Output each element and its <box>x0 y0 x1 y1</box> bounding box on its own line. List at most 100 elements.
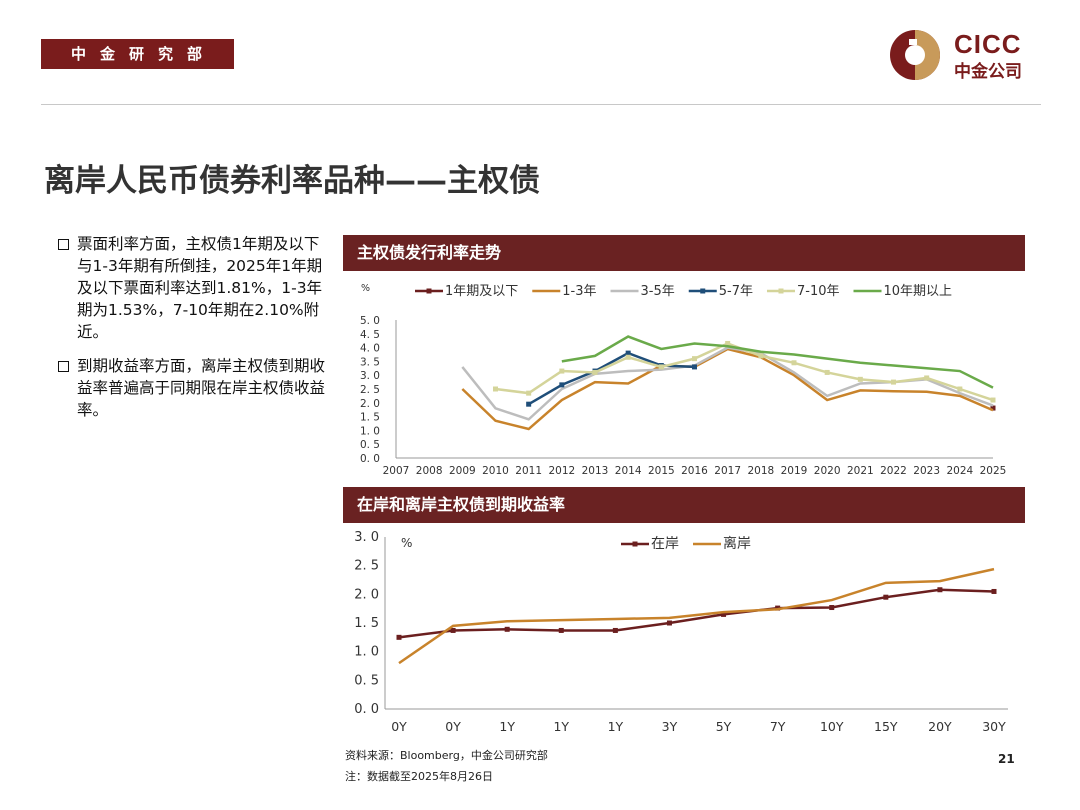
bullet-list: 票面利率方面，主权债1年期及以下与1-3年期有所倒挂，2025年1年期及以下票面… <box>58 233 334 433</box>
data-point <box>957 386 963 392</box>
x-tick-label: 2023 <box>913 465 940 477</box>
x-tick-label: 2020 <box>814 465 841 477</box>
data-point <box>924 375 930 381</box>
x-tick-label: 2010 <box>482 465 509 477</box>
data-point <box>829 605 835 611</box>
legend-label-6: 10年期以上 <box>884 284 953 299</box>
data-point <box>666 620 672 626</box>
x-tick-label: 0Y <box>391 719 407 734</box>
x-tick-label: 2012 <box>548 465 575 477</box>
data-point <box>721 611 727 617</box>
logo-text-en: CICC <box>954 29 1022 59</box>
square-bullet-icon <box>58 239 69 250</box>
series-line-2 <box>461 347 994 431</box>
y-tick-label: 1. 5 <box>354 616 379 631</box>
data-point <box>692 364 697 370</box>
legend-label-5: 7-10年 <box>797 284 840 299</box>
page-title: 离岸人民币债券利率品种——主权债 <box>44 163 540 199</box>
series-line-6 <box>561 335 994 389</box>
data-point <box>592 369 598 375</box>
data-point <box>692 356 697 362</box>
data-point <box>990 397 996 403</box>
series-line-1 <box>398 588 995 639</box>
series-line-2 <box>398 567 995 665</box>
data-point <box>625 350 631 356</box>
x-tick-label: 2016 <box>681 465 708 477</box>
data-point <box>824 369 830 375</box>
data-point <box>612 627 618 633</box>
data-point <box>857 376 863 382</box>
x-tick-label: 7Y <box>770 719 786 734</box>
legend-marker <box>700 288 706 294</box>
bullet-text: 票面利率方面，主权债1年期及以下与1-3年期有所倒挂，2025年1年期及以下票面… <box>77 235 323 341</box>
data-point <box>758 353 764 359</box>
data-point <box>526 401 532 407</box>
y-tick-label: 2. 0 <box>354 587 379 602</box>
data-point <box>937 587 943 593</box>
legend-label-4: 5-7年 <box>719 284 753 299</box>
x-tick-label: 30Y <box>982 719 1006 734</box>
bullet-text: 到期收益率方面，离岸主权债到期收益率普遍高于同期限在岸主权债收益率。 <box>77 357 326 419</box>
date-note: 注：数据截至2025年8月26日 <box>345 770 493 783</box>
x-tick-label: 2011 <box>515 465 542 477</box>
y-tick-label: 2. 0 <box>360 398 380 410</box>
x-tick-label: 2024 <box>946 465 973 477</box>
yield-to-maturity-chart: 0. 0 0. 5 1. 0 1. 5 2. 0 2. 5 3. 0 % 0Y 0Y 1Y 1Y 1Y 3… <box>354 530 1008 734</box>
bullet-item: 到期收益率方面，离岸主权债到期收益率普遍高于同期限在岸主权债收益率。 <box>58 355 334 421</box>
x-tick-label: 10Y <box>820 719 844 734</box>
x-tick-label: 5Y <box>716 719 732 734</box>
data-point <box>991 588 997 594</box>
data-point <box>504 626 510 632</box>
legend-marker <box>632 541 638 547</box>
data-point <box>396 634 402 640</box>
data-point <box>559 368 565 374</box>
department-tag: 中金研究部 <box>41 39 234 69</box>
x-tick-label: 2009 <box>449 465 476 477</box>
x-tick-label: 2025 <box>980 465 1007 477</box>
legend-label-2: 1-3年 <box>562 284 596 299</box>
data-point <box>883 594 889 600</box>
y-axis-unit: % <box>361 283 370 294</box>
legend-label-1: 1年期及以下 <box>445 284 518 299</box>
data-point <box>625 354 631 360</box>
x-tick-label: 2022 <box>880 465 907 477</box>
x-tick-label: 2018 <box>747 465 774 477</box>
x-tick-label: 2021 <box>847 465 874 477</box>
logo-text-cn: 中金公司 <box>954 62 1022 82</box>
data-point <box>891 379 896 385</box>
x-tick-label: 2013 <box>582 465 609 477</box>
data-point <box>725 340 731 346</box>
x-tick-label: 2008 <box>416 465 443 477</box>
data-point <box>990 405 996 411</box>
x-tick-label: 2015 <box>648 465 675 477</box>
y-tick-label: 1. 0 <box>354 645 379 660</box>
x-tick-label: 2019 <box>781 465 808 477</box>
legend-label-3: 3-5年 <box>641 284 675 299</box>
data-point <box>526 390 532 396</box>
y-tick-label: 4. 0 <box>360 343 380 355</box>
y-tick-label: 0. 5 <box>360 439 380 451</box>
x-tick-label: 1Y <box>553 719 569 734</box>
data-point <box>558 627 564 633</box>
y-tick-label: 2. 5 <box>354 559 379 574</box>
bullet-item: 票面利率方面，主权债1年期及以下与1-3年期有所倒挂，2025年1年期及以下票面… <box>58 233 334 343</box>
legend-label-1: 在岸 <box>651 536 679 552</box>
y-tick-label: 3. 5 <box>360 356 380 368</box>
cicc-logo-mark-icon <box>890 30 940 80</box>
y-tick-label: 5. 0 <box>360 315 380 327</box>
y-tick-label: 2. 5 <box>360 384 380 396</box>
y-tick-label: 0. 0 <box>354 702 379 717</box>
issuance-rate-chart: 0. 0 0. 5 1. 01. 5 2. 0 2. 5 3. 0 3. 54. 0 4. 5… <box>360 283 1007 477</box>
x-tick-label: 1Y <box>499 719 515 734</box>
legend-marker <box>778 288 784 294</box>
page-number: 21 <box>998 752 1015 766</box>
y-tick-label: 0. 0 <box>360 453 380 465</box>
y-tick-label: 1. 5 <box>360 412 380 424</box>
x-tick-label: 0Y <box>445 719 461 734</box>
y-tick-label: 3. 0 <box>360 370 380 382</box>
x-tick-label: 3Y <box>662 719 678 734</box>
x-tick-label: 2014 <box>615 465 642 477</box>
x-tick-label: 20Y <box>928 719 952 734</box>
source-note: 资料来源：Bloomberg，中金公司研究部 <box>345 749 548 762</box>
x-tick-label: 15Y <box>874 719 898 734</box>
